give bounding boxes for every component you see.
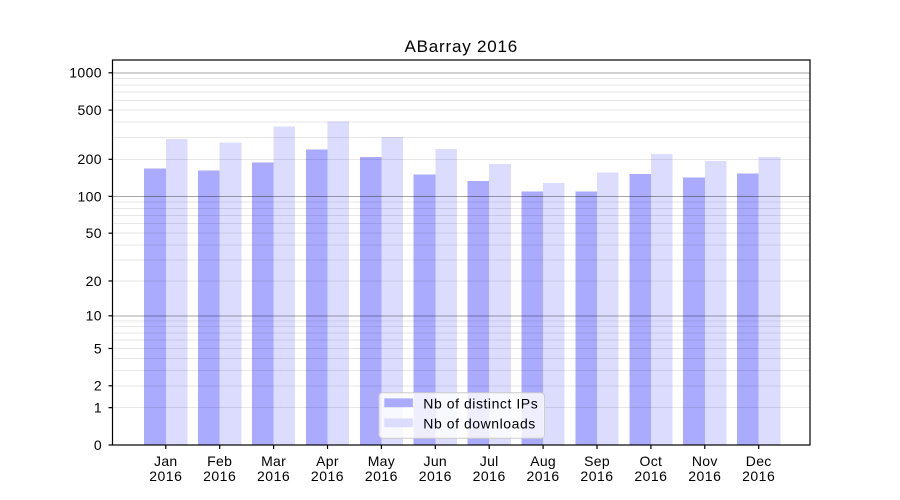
svg-text:2016: 2016 [527,468,560,484]
svg-text:Jan: Jan [154,453,177,469]
svg-text:Jul: Jul [480,453,499,469]
svg-text:Dec: Dec [746,453,772,469]
svg-text:ABarray 2016: ABarray 2016 [405,37,519,56]
svg-text:Aug: Aug [530,453,556,469]
svg-text:2016: 2016 [688,468,721,484]
svg-text:Nb of distinct IPs: Nb of distinct IPs [423,395,538,411]
svg-text:50: 50 [86,225,102,241]
svg-text:Sep: Sep [584,453,610,469]
svg-text:Feb: Feb [207,453,232,469]
svg-text:2016: 2016 [473,468,506,484]
svg-text:500: 500 [77,102,102,118]
svg-text:10: 10 [86,308,102,324]
svg-text:2016: 2016 [634,468,667,484]
svg-text:2016: 2016 [203,468,236,484]
svg-text:200: 200 [77,151,102,167]
svg-text:2016: 2016 [419,468,452,484]
svg-text:Mar: Mar [261,453,286,469]
svg-text:100: 100 [77,188,102,204]
svg-text:2016: 2016 [149,468,182,484]
svg-text:Jun: Jun [424,453,447,469]
svg-text:2016: 2016 [365,468,398,484]
svg-text:5: 5 [94,340,102,356]
svg-text:2016: 2016 [257,468,290,484]
svg-text:20: 20 [86,273,102,289]
svg-text:Nov: Nov [692,453,718,469]
svg-text:Oct: Oct [640,453,663,469]
svg-text:0: 0 [94,437,102,453]
svg-text:Nb of downloads: Nb of downloads [423,415,536,431]
svg-text:2: 2 [94,378,102,394]
svg-text:2016: 2016 [580,468,613,484]
svg-text:1: 1 [94,400,102,416]
svg-text:1000: 1000 [69,65,102,81]
svg-text:May: May [368,453,395,469]
svg-text:2016: 2016 [742,468,775,484]
svg-text:2016: 2016 [311,468,344,484]
svg-text:Apr: Apr [316,453,339,469]
